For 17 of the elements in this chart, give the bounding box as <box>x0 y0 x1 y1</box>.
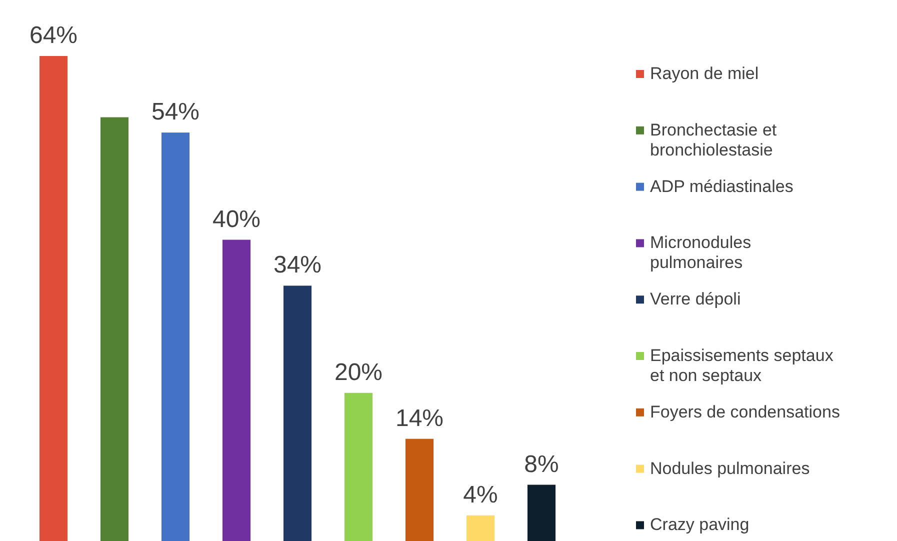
data-label: 54% <box>151 98 200 126</box>
legend-label: Bronchectasie et bronchiolestasie <box>650 120 777 160</box>
data-label: 34% <box>273 252 322 279</box>
legend-label: Rayon de miel <box>650 64 759 84</box>
data-label: 40% <box>212 206 261 233</box>
legend-label: Foyers de condensations <box>650 402 840 422</box>
legend-label: Epaissisements septaux et non septaux <box>650 346 834 386</box>
legend-label: Verre dépoli <box>650 290 741 310</box>
data-label: 8% <box>524 450 559 478</box>
data-label: 4% <box>463 481 498 508</box>
legend-label: Micronodules pulmonaires <box>650 234 752 273</box>
data-label: 64% <box>29 22 78 49</box>
legend-label: Nodules pulmonaires <box>650 459 810 478</box>
data-label: 20% <box>334 358 383 386</box>
legend-label: ADP médiastinales <box>650 177 794 196</box>
legend-label: Crazy paving <box>650 516 750 535</box>
data-label: 14% <box>395 404 444 432</box>
